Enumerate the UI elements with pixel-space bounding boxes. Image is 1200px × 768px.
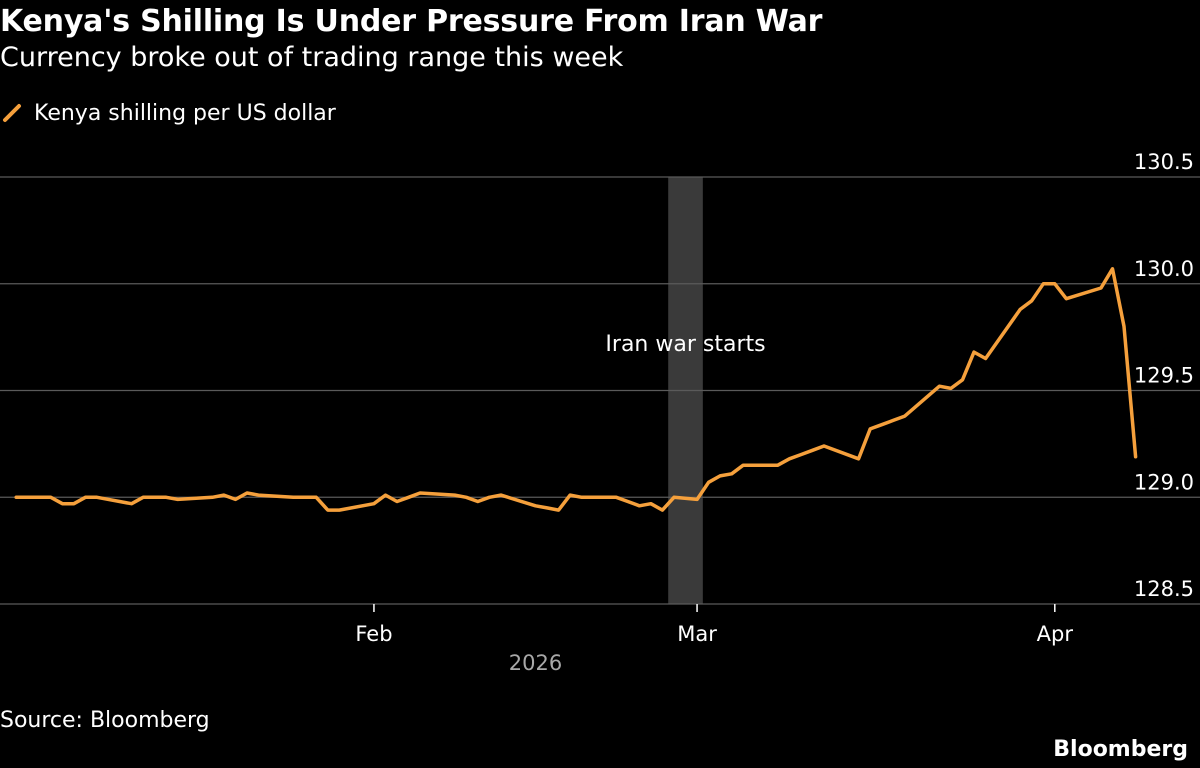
- line-chart: 128.5 129.0 129.5 130.0 130.5 Feb Mar Apr 2026 Ir…: [0, 150, 1200, 675]
- series-line-kenya-shilling: [14, 267, 1138, 512]
- annotation-label: Iran war starts: [605, 332, 765, 357]
- legend-label: Kenya shilling per US dollar: [34, 100, 336, 126]
- chart-title: Kenya's Shilling Is Under Pressure From …: [0, 4, 823, 39]
- x-axis-year-label: 2026: [509, 651, 562, 675]
- y-tick-label: 128.5: [1134, 577, 1194, 601]
- legend: Kenya shilling per US dollar: [2, 96, 336, 130]
- source-note: Source: Bloomberg: [0, 708, 210, 733]
- y-tick-label: 129.5: [1134, 364, 1194, 388]
- chart-subtitle: Currency broke out of trading range this…: [0, 42, 624, 73]
- y-tick-label: 130.5: [1134, 150, 1194, 174]
- bloomberg-logo: Bloomberg: [1053, 737, 1188, 762]
- legend-line-icon: [3, 104, 21, 122]
- y-tick-label: 130.0: [1134, 257, 1194, 281]
- y-tick-label: 129.0: [1134, 470, 1194, 494]
- x-tick-label: Mar: [677, 622, 717, 646]
- x-tick-label: Feb: [355, 622, 392, 646]
- x-tick-label: Apr: [1037, 622, 1074, 646]
